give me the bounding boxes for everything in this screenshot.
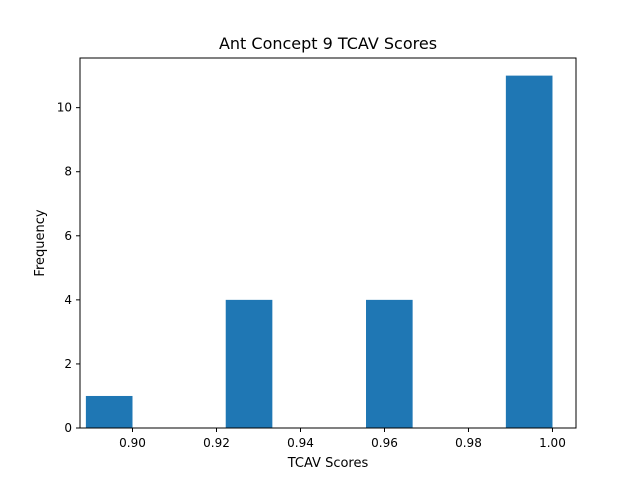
y-tick-label: 10	[57, 101, 72, 115]
histogram-bar-4	[505, 75, 553, 429]
y-tick-label: 4	[64, 293, 72, 307]
x-tick-label: 1.00	[539, 436, 566, 450]
x-tick-label: 0.96	[371, 436, 398, 450]
y-tick-label: 6	[64, 229, 72, 243]
histogram-bar-2	[225, 299, 273, 428]
x-axis-label: TCAV Scores	[287, 456, 369, 471]
x-tick-label: 0.94	[287, 436, 314, 450]
histogram-bar-3	[366, 299, 413, 428]
chart-title: Ant Concept 9 TCAV Scores	[219, 34, 437, 53]
x-ticks-layer: 0.90 0.92 0.94 0.96 0.98 1.00	[119, 428, 566, 450]
y-tick-label: 2	[64, 357, 72, 371]
x-tick-label: 0.92	[203, 436, 230, 450]
x-tick-label: 0.90	[119, 436, 146, 450]
x-tick-label: 0.98	[455, 436, 482, 450]
histogram-bar-1	[85, 395, 133, 428]
plot-frame	[79, 57, 577, 429]
y-tick-label: 0	[64, 421, 72, 435]
y-ticks-layer: 0 2 4 6 8 10	[57, 101, 80, 435]
y-axis-label: Frequency	[33, 209, 48, 276]
bars-layer	[85, 75, 553, 429]
y-tick-label: 8	[64, 165, 72, 179]
